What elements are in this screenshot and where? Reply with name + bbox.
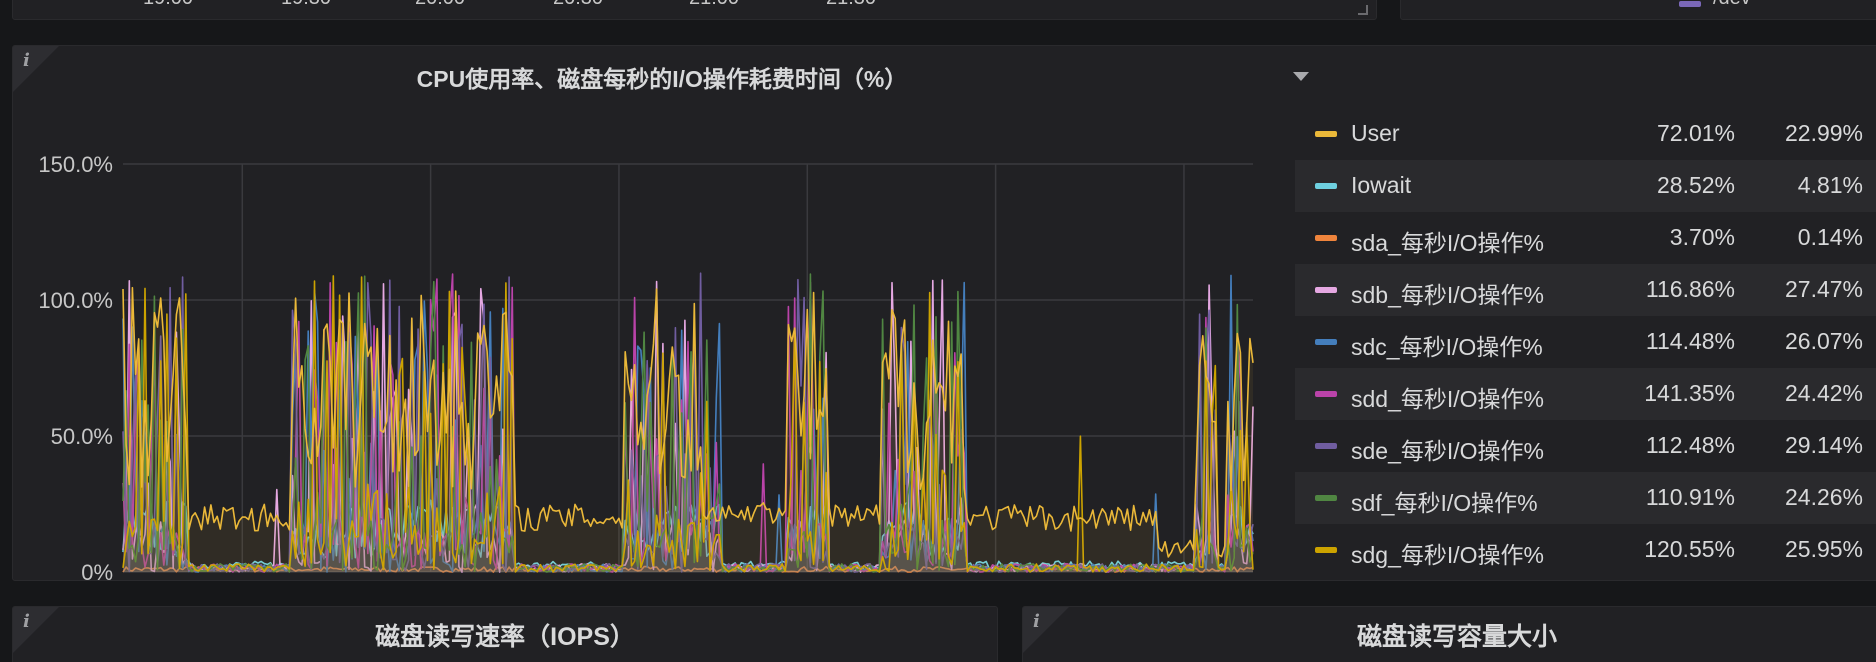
legend-max-value: 112.48% — [1645, 432, 1735, 458]
series-line[interactable] — [122, 286, 1254, 558]
legend-series-name[interactable]: sde_每秒I/O操作% — [1351, 438, 1544, 464]
legend-swatch — [1315, 391, 1337, 397]
series-area — [123, 273, 1253, 572]
panel-title[interactable]: 磁盘读写速率（IOPS） — [375, 623, 635, 651]
legend-series-name[interactable]: User — [1351, 120, 1400, 146]
panel-info-corner[interactable] — [13, 607, 59, 653]
disk-throughput-panel: i 磁盘读写容量大小 — [1022, 606, 1876, 662]
series-line[interactable] — [122, 272, 1254, 573]
cpu-io-graph-panel: i CPU使用率、磁盘每秒的I/O操作耗费时间（%） 0% 50.0% 100.0%… — [12, 45, 1876, 581]
legend-swatch — [1679, 1, 1701, 7]
series-line[interactable] — [122, 273, 1254, 573]
legend-avg-value: 22.99% — [1784, 120, 1863, 146]
legend-avg-value: 0.14% — [1797, 224, 1863, 250]
legend-swatch — [1315, 235, 1337, 241]
legend-series-name[interactable]: sdf_每秒I/O操作% — [1351, 490, 1538, 516]
legend-avg-value: 4.81% — [1797, 172, 1863, 198]
top-right-panel: /dev — [1400, 0, 1876, 20]
chevron-down-icon[interactable] — [1293, 72, 1309, 81]
legend-max-value: 116.86% — [1645, 276, 1735, 302]
y-tick-label: 100.0% — [38, 288, 113, 313]
legend-series-name[interactable]: Iowait — [1351, 172, 1412, 198]
legend-swatch — [1315, 183, 1337, 189]
panel-info-corner[interactable] — [1023, 607, 1069, 653]
legend-series-name[interactable]: sdb_每秒I/O操作% — [1351, 282, 1544, 308]
legend-swatch — [1315, 495, 1337, 501]
top-graph-panel: 19:00 19:30 20:00 20:30 21:00 21:30 — [12, 0, 1377, 20]
legend-item[interactable]: User 72.01% 22.99% — [1295, 108, 1876, 160]
legend-avg-value: 26.07% — [1784, 328, 1863, 354]
legend-avg-value: 25.95% — [1784, 536, 1863, 562]
legend-avg-value: 29.14% — [1784, 432, 1863, 458]
y-tick-label: 150.0% — [38, 152, 113, 177]
y-tick-label: 50.0% — [51, 424, 113, 449]
legend-swatch — [1315, 547, 1337, 553]
y-tick-label: 0% — [81, 560, 113, 581]
legend-avg-value: 27.47% — [1784, 276, 1863, 302]
legend-item[interactable]: Iowait 28.52% 4.81% — [1295, 160, 1876, 212]
legend-series-name[interactable]: sdg_每秒I/O操作% — [1351, 542, 1544, 568]
legend-max-value: 28.52% — [1656, 172, 1735, 198]
legend-max-value: 3.70% — [1669, 224, 1735, 250]
chart-legend: User 72.01% 22.99% Iowait 28.52% 4.81% sda_每秒I… — [1295, 108, 1876, 576]
legend-series-name[interactable]: sdc_每秒I/O操作% — [1351, 334, 1543, 360]
legend-avg-value: 24.26% — [1784, 484, 1863, 510]
info-icon[interactable]: i — [23, 611, 30, 632]
legend-max-value: 120.55% — [1644, 536, 1735, 562]
legend-avg-value: 24.42% — [1784, 380, 1863, 406]
top-x-tick: 20:30 — [553, 0, 603, 10]
top-x-tick: 21:00 — [689, 0, 739, 10]
series-line[interactable] — [122, 275, 1254, 573]
panel-resize-handle[interactable] — [1358, 5, 1368, 15]
legend-item[interactable]: sda_每秒I/O操作% 3.70% 0.14% — [1295, 212, 1876, 264]
info-icon[interactable]: i — [1033, 611, 1040, 632]
legend-series-name[interactable]: sda_每秒I/O操作% — [1351, 230, 1544, 256]
legend-item[interactable]: sdg_每秒I/O操作% 120.55% 25.95% — [1295, 524, 1876, 576]
panel-title[interactable]: CPU使用率、磁盘每秒的I/O操作耗费时间（%） — [416, 66, 908, 92]
legend-item[interactable]: sdc_每秒I/O操作% 114.48% 26.07% — [1295, 316, 1876, 368]
iops-panel: i 磁盘读写速率（IOPS） — [12, 606, 998, 662]
legend-swatch — [1315, 287, 1337, 293]
legend-swatch — [1315, 443, 1337, 449]
legend-item[interactable]: sde_每秒I/O操作% 112.48% 29.14% — [1295, 420, 1876, 472]
legend-item[interactable]: sdd_每秒I/O操作% 141.35% 24.42% — [1295, 368, 1876, 420]
legend-item[interactable]: sdb_每秒I/O操作% 116.86% 27.47% — [1295, 264, 1876, 316]
chart-series — [122, 272, 1254, 573]
series-area — [123, 274, 1253, 572]
legend-max-value: 110.91% — [1645, 484, 1735, 510]
top-x-tick: 21:30 — [826, 0, 876, 10]
legend-max-value: 72.01% — [1656, 120, 1735, 146]
panel-info-corner[interactable] — [13, 46, 59, 92]
panel-title[interactable]: 磁盘读写容量大小 — [1356, 623, 1557, 651]
legend-swatch — [1315, 131, 1337, 137]
legend-item[interactable]: sdf_每秒I/O操作% 110.91% 24.26% — [1295, 472, 1876, 524]
line-chart[interactable]: 0%50.0%100.0%150.0% 19:0019:3020:0020:30… — [13, 116, 1283, 581]
legend-swatch — [1315, 339, 1337, 345]
y-axis: 0% 50.0% 100.0% 150.0% — [38, 152, 113, 581]
top-x-tick: 19:30 — [281, 0, 331, 10]
legend-series-name[interactable]: sdd_每秒I/O操作% — [1351, 386, 1544, 412]
top-x-tick: 19:00 — [143, 0, 193, 10]
top-legend-label[interactable]: /dev — [1713, 0, 1751, 10]
legend-max-value: 114.48% — [1645, 328, 1735, 354]
info-icon[interactable]: i — [23, 50, 30, 71]
top-x-tick: 20:00 — [415, 0, 465, 10]
legend-max-value: 141.35% — [1644, 380, 1735, 406]
